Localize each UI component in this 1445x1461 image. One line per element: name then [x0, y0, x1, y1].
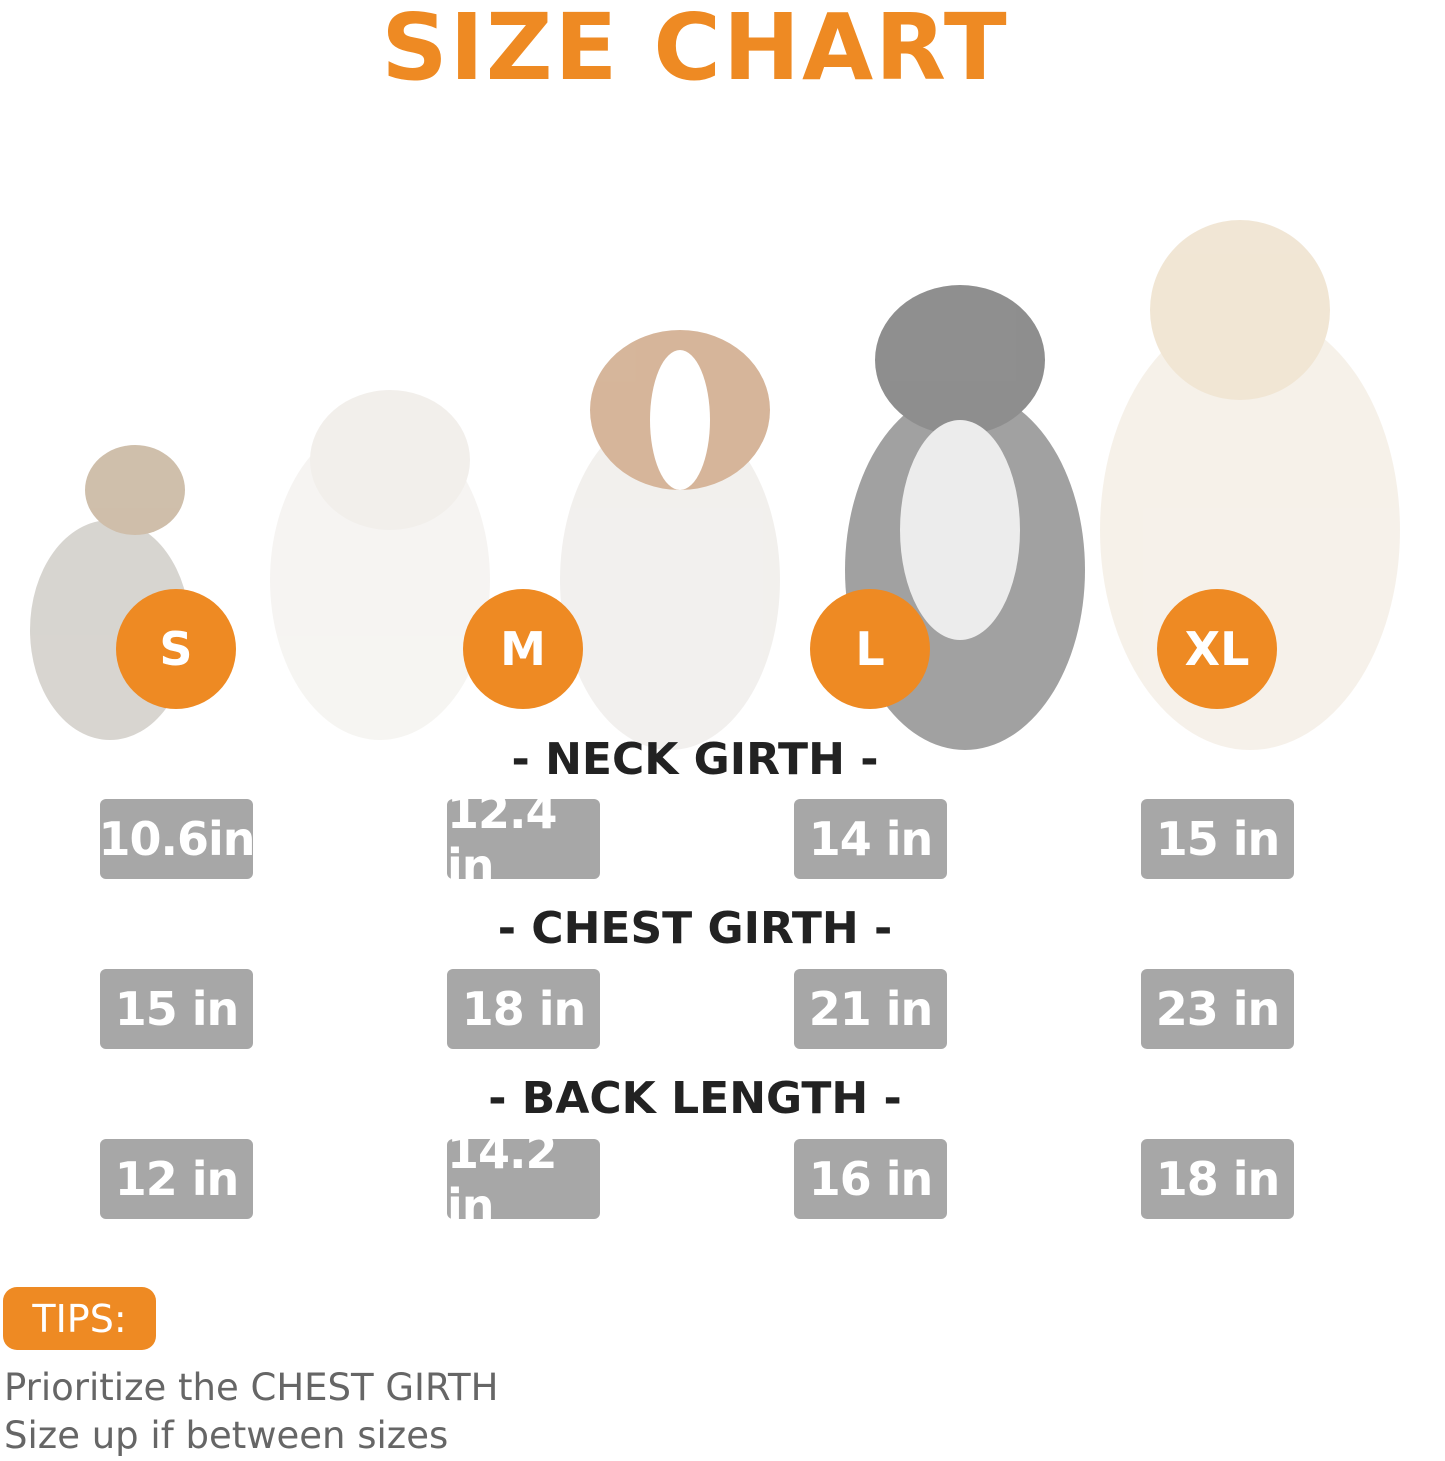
- dog-image-french-bulldog: [270, 390, 490, 740]
- page-title: SIZE CHART: [381, 0, 1009, 101]
- neck-girth-m: 12.4 in: [447, 785, 600, 893]
- tip-line: Prioritize the CHEST GIRTH: [4, 1366, 499, 1409]
- tip-line: Size up if between sizes: [4, 1414, 449, 1457]
- chest-girth-xl: 23 in: [1141, 969, 1294, 1049]
- dog-image-beagle: [560, 330, 780, 750]
- chest-girth-l: 21 in: [794, 969, 947, 1049]
- size-badge-xl: XL: [1157, 589, 1277, 709]
- size-badge-s: S: [116, 589, 236, 709]
- neck-girth-s: 10.6in: [99, 799, 256, 879]
- neck-girth-xl: 15 in: [1141, 799, 1294, 879]
- neck-girth-l: 14 in: [794, 799, 947, 879]
- chest-girth-s: 15 in: [100, 969, 253, 1049]
- back-length-m: 14.2 in: [447, 1125, 600, 1233]
- back-length-l: 16 in: [794, 1139, 947, 1219]
- size-badge-m: M: [463, 589, 583, 709]
- back-length-xl: 18 in: [1141, 1139, 1294, 1219]
- chest-girth-m: 18 in: [447, 969, 600, 1049]
- size-badge-l: L: [810, 589, 930, 709]
- chest-girth-heading: - CHEST GIRTH -: [497, 903, 893, 954]
- back-length-s: 12 in: [100, 1139, 253, 1219]
- back-length-heading: - BACK LENGTH -: [488, 1073, 902, 1124]
- tips-label: TIPS:: [3, 1287, 156, 1350]
- neck-girth-heading: - NECK GIRTH -: [511, 734, 879, 785]
